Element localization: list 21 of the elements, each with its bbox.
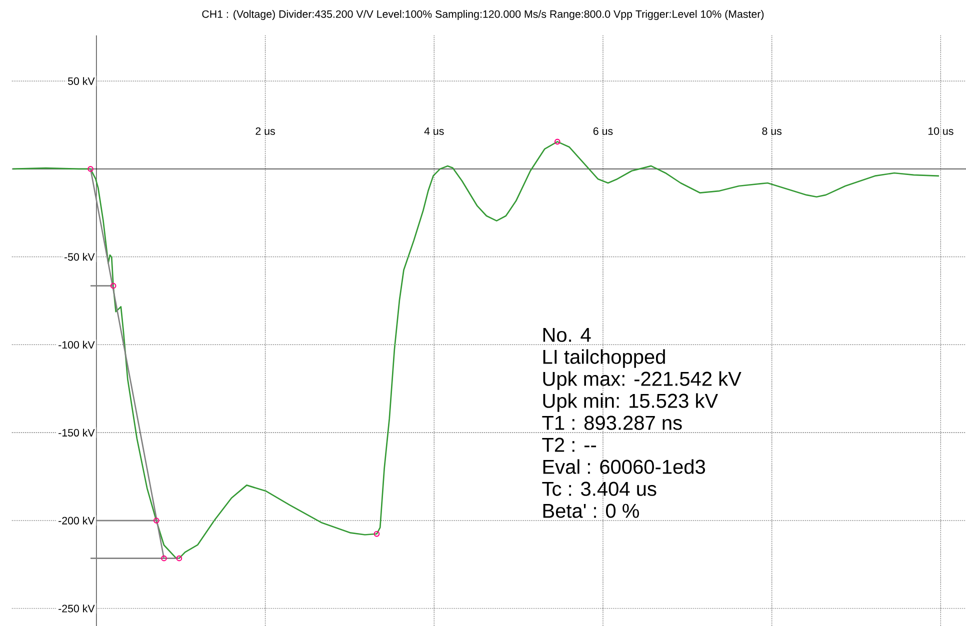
annotation: T1 : 893.287 ns — [542, 416, 682, 430]
annotation: T2 : -- — [542, 438, 596, 452]
annotation: LI tailchopped — [543, 349, 665, 368]
y-tick-label: 50 kV — [68, 77, 95, 85]
x-tick-label: 10 us — [928, 127, 954, 135]
annotation: Upk min: 15.523 kV — [543, 393, 718, 412]
annotation: Tc : 3.404 us — [542, 482, 656, 496]
y-tick-label: -100 kV — [58, 340, 95, 349]
annotation: No. 4 — [543, 328, 591, 342]
y-tick-label: -150 kV — [58, 428, 95, 437]
y-tick-label: -250 kV — [58, 604, 95, 612]
x-tick-label: 2 us — [256, 127, 275, 135]
x-tick-label: 4 us — [424, 127, 444, 135]
x-tick-label: 6 us — [593, 127, 613, 135]
x-tick-label: 8 us — [762, 127, 782, 135]
y-tick-label: -200 kV — [58, 516, 95, 524]
annotation: Eval : 60060-1ed3 — [543, 459, 706, 474]
annotation: Beta' : 0 % — [543, 504, 639, 518]
annotation: Upk max: -221.542 kV — [543, 371, 742, 390]
chart-title: CH1 : (Voltage) Divider:435.200 V/V Level:100% Sampling:120.000 Ms/s Range:800.0 Vpp Trigger:Level 10% (Master) — [202, 10, 764, 20]
y-tick-label: -50 kV — [64, 252, 95, 261]
